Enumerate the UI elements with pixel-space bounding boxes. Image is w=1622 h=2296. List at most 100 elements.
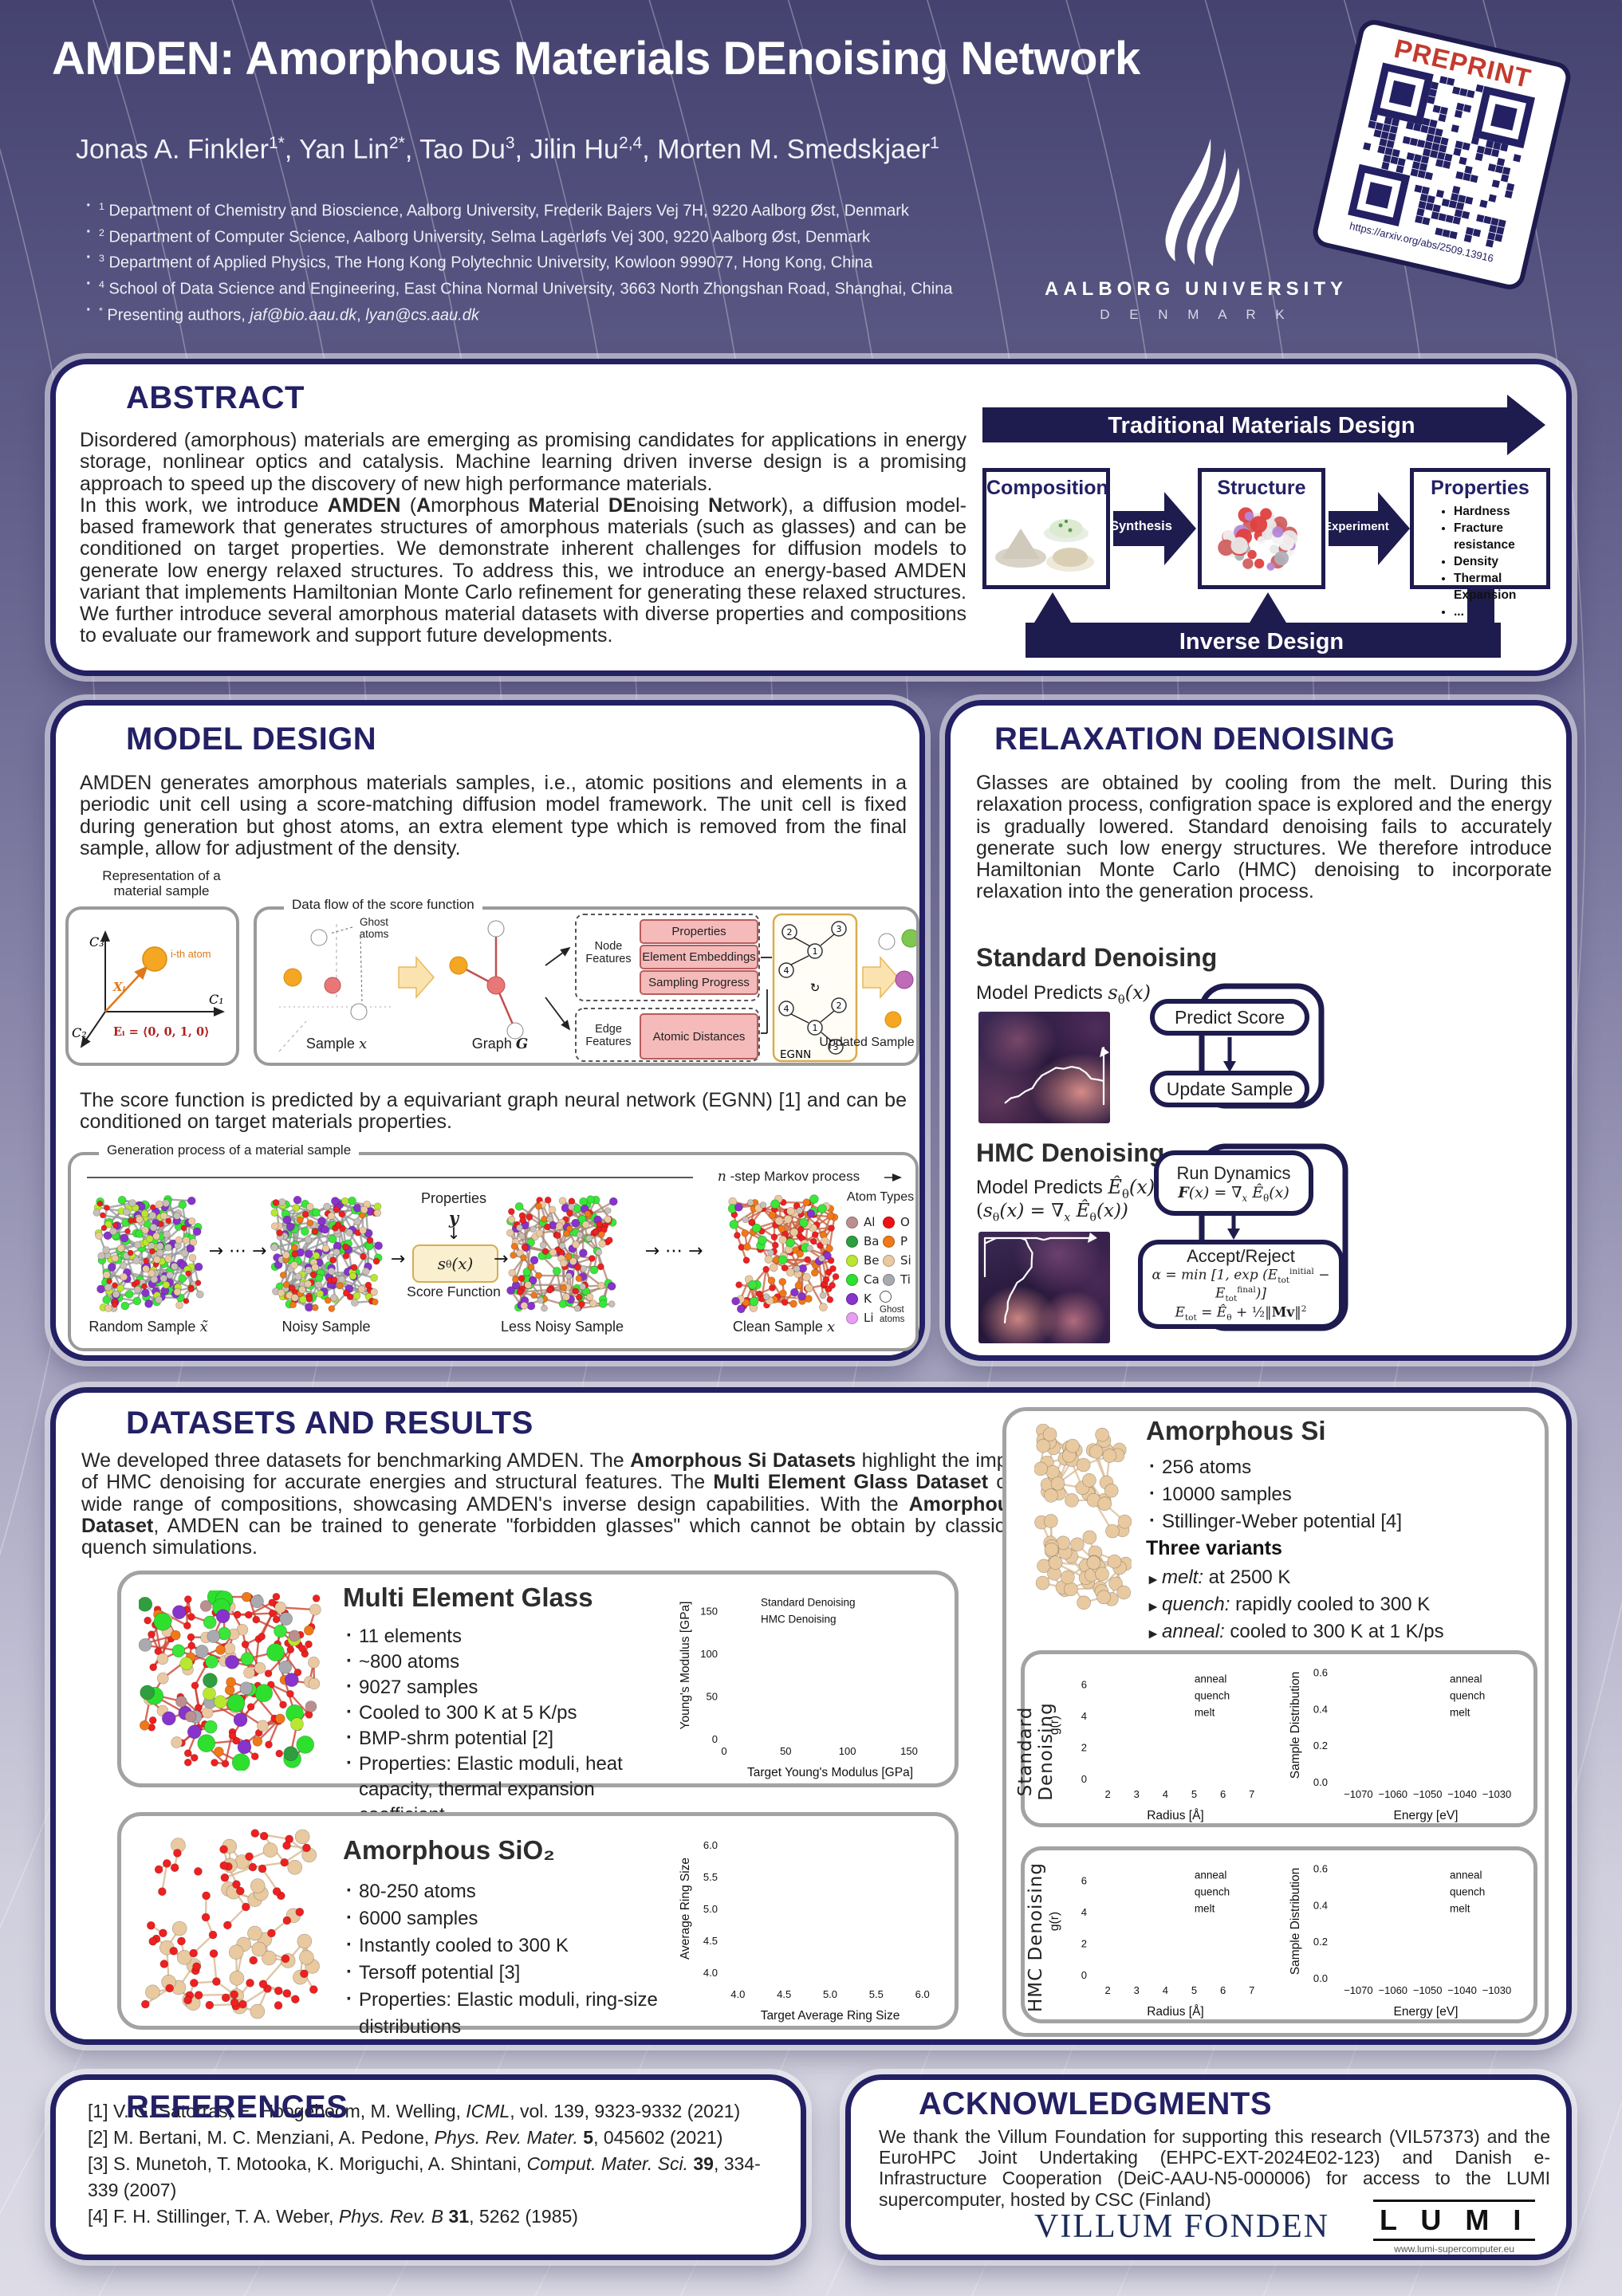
arrow-into-score: → <box>390 1249 406 1269</box>
dataflow-shapes: 2 3 1 4 4 2 1 3 ↻ EGNN <box>278 913 916 1063</box>
markov-dots-2: → ⋯ → <box>644 1241 703 1261</box>
node-features-label: Node Features <box>585 940 632 965</box>
ith-atom-icon <box>142 946 167 972</box>
svg-text:4.5: 4.5 <box>703 1935 718 1947</box>
abstract-p1: Disordered (amorphous) materials are eme… <box>80 429 967 495</box>
updated-sample-label: Updated Sample <box>819 1036 915 1049</box>
svg-text:−1070: −1070 <box>1344 1984 1373 1996</box>
svg-text:0.4: 0.4 <box>1313 1899 1328 1911</box>
svg-text:Radius [Å]: Radius [Å] <box>1147 1809 1204 1822</box>
datasets-title: DATASETS AND RESULTS <box>126 1406 533 1441</box>
aau-swoosh-icon <box>1165 139 1240 266</box>
svg-text:5: 5 <box>1191 1788 1197 1800</box>
references-title: REFERENCES <box>126 2090 348 2125</box>
relaxation-body: Glasses are obtained by cooling from the… <box>976 772 1552 903</box>
nf-properties: Properties <box>640 919 758 944</box>
composition-box: Composition <box>982 468 1110 589</box>
svg-text:2: 2 <box>787 927 793 938</box>
std-predicts: Model Predicts sθ(x) <box>976 981 1151 1007</box>
svg-text:3: 3 <box>833 1042 839 1052</box>
svg-text:Young's Modulus [GPa]: Young's Modulus [GPa] <box>679 1602 692 1730</box>
svg-text:melt: melt <box>1450 1707 1470 1719</box>
svg-text:2: 2 <box>837 1001 842 1011</box>
young-modulus-chart: 0 50 100 150 0 50 100 150 Target Young's Modulus… <box>678 1584 946 1782</box>
svg-text:7: 7 <box>1249 1788 1254 1800</box>
ring-size-chart: 4.0 4.5 5.0 5.5 6.0 4.0 4.5 5.0 5.5 6.0 Target Ave… <box>678 1827 946 2025</box>
meg-structure-image <box>137 1587 322 1772</box>
datasets-intro: We developed three datasets for benchmar… <box>81 1449 1074 1559</box>
svg-text:HMC Denoising: HMC Denoising <box>761 1614 837 1626</box>
accept-formula-2: Etot = Êθ + ½‖Mv‖2 <box>1175 1303 1307 1323</box>
representation-figure: C₃ C₁ C₂ i-th atom Xᵢ Eᵢ = ⟨0, 0, 1, 0⟩ <box>65 906 239 1066</box>
svg-text:0.2: 0.2 <box>1313 1936 1328 1948</box>
references-panel: REFERENCES [1] V. G. Satorras, E. Hoogeb… <box>50 2074 806 2260</box>
acknowledgments-title: ACKNOWLEDGMENTS <box>919 2086 1273 2121</box>
svg-text:Sample Distribution: Sample Distribution <box>1289 1868 1302 1975</box>
svg-text:50: 50 <box>780 1745 791 1757</box>
model-design-title: MODEL DESIGN <box>126 721 377 757</box>
svg-text:4: 4 <box>784 965 789 976</box>
representation-axes: C₃ C₁ C₂ i-th atom Xᵢ Eᵢ = ⟨0, 0, 1, 0⟩ <box>72 930 225 1048</box>
experiment-label: Experiment <box>1324 520 1389 533</box>
si-structure-image <box>1033 1423 1133 1610</box>
markov-label: n -step Markov process <box>693 1169 884 1185</box>
svg-text:150: 150 <box>700 1606 718 1618</box>
down-arrow-icon: ↓ <box>447 1224 461 1243</box>
qr-code-icon <box>1348 62 1536 248</box>
powder-icon <box>995 519 1094 572</box>
std-energy-landscape <box>978 1012 1110 1123</box>
sio2-bullets: 80-250 atoms6000 samplesInstantly cooled… <box>346 1877 665 2041</box>
meg-bullets: 11 elements~800 atoms9027 samplesCooled … <box>346 1623 665 1828</box>
svg-text:6: 6 <box>1220 1984 1226 1996</box>
svg-text:quench: quench <box>1450 1690 1485 1702</box>
aau-logo: AALBORG UNIVERSITY D E N M A R K <box>1045 134 1348 323</box>
svg-text:−1070: −1070 <box>1344 1788 1373 1800</box>
run-dynamics-formula: F(x) = ∇x Êθ(x) <box>1178 1183 1289 1204</box>
graph-label: Graph G <box>471 1036 529 1052</box>
svg-text:anneal: anneal <box>1450 1673 1482 1685</box>
multi-element-glass-box: Multi Element Glass 11 elements~800 atom… <box>117 1571 959 1826</box>
predict-score-box: Predict Score <box>1150 999 1309 1036</box>
svg-text:Xᵢ: Xᵢ <box>112 980 126 994</box>
svg-text:quench: quench <box>1195 1886 1230 1898</box>
sio2-heading: Amorphous SiO₂ <box>343 1835 555 1865</box>
si-variants: melt: at 2500 Kquench: rapidly cooled to… <box>1149 1564 1540 1648</box>
acknowledgments-panel: ACKNOWLEDGMENTS We thank the Villum Foun… <box>845 2074 1572 2260</box>
clean-sample-label: Clean Sample x <box>732 1319 836 1335</box>
sample-label: Sample x <box>305 1036 368 1052</box>
si-variants-heading: Three variants <box>1146 1537 1282 1559</box>
svg-text:2: 2 <box>1081 1938 1087 1950</box>
standard-denoising-heading: Standard Denoising <box>976 943 1218 972</box>
svg-text:anneal: anneal <box>1450 1869 1482 1881</box>
svg-text:Radius [Å]: Radius [Å] <box>1147 2005 1204 2019</box>
svg-text:quench: quench <box>1450 1886 1485 1898</box>
less-noisy-label: Less Noisy Sample <box>500 1319 624 1335</box>
hmc-energy-landscape <box>978 1232 1110 1343</box>
nf-progress: Sampling Progress <box>640 970 758 995</box>
hmc-gr-chart: 2 3 4 5 6 7 0 2 4 6 Radius [Å] g(r) anneal quench melt <box>1047 1857 1267 2021</box>
svg-text:1: 1 <box>813 1023 818 1033</box>
svg-text:g(r): g(r) <box>1048 1912 1061 1931</box>
svg-text:6: 6 <box>1081 1679 1087 1691</box>
hmc-energy-chart: −1070 −1060 −1050 −1040 −1030 0.0 0.2 0.4 0.6 Ene… <box>1288 1857 1527 2021</box>
generation-figure: n -step Markov process → ⋯ → → ⋯ → Prope… <box>68 1152 919 1351</box>
svg-text:4.0: 4.0 <box>730 1988 745 2000</box>
si-bullets: 256 atoms10000 samplesStillinger-Weber p… <box>1149 1453 1532 1535</box>
lumi-logo: L U M I www.lumi-supercomputer.eu <box>1373 2200 1536 2255</box>
lumi-url: www.lumi-supercomputer.eu <box>1394 2243 1515 2255</box>
svg-text:4: 4 <box>1163 1984 1168 1996</box>
svg-text:100: 100 <box>700 1648 718 1660</box>
qr-card[interactable]: PREPRINT https://arxiv.org/abs/2509.1391… <box>1309 17 1574 293</box>
diagram-arrows <box>982 395 1545 658</box>
svg-text:150: 150 <box>900 1745 918 1757</box>
synthesis-label: Synthesis <box>1110 519 1172 533</box>
poster-title: AMDEN: Amorphous Materials DEnoising Net… <box>52 33 1140 85</box>
composition-label: Composition <box>986 477 1108 499</box>
markov-dots-1: → ⋯ → <box>208 1241 267 1261</box>
svg-text:4: 4 <box>1081 1906 1087 1918</box>
fig1-right-caption: Data flow of the score function <box>284 897 482 913</box>
svg-text:C₃: C₃ <box>89 934 104 949</box>
score-function-label: Score Function <box>407 1284 501 1299</box>
affiliations: 1 Department of Chemistry and Bioscience… <box>86 195 1043 326</box>
fig1-left-caption: Representation of a material sample <box>102 868 221 898</box>
